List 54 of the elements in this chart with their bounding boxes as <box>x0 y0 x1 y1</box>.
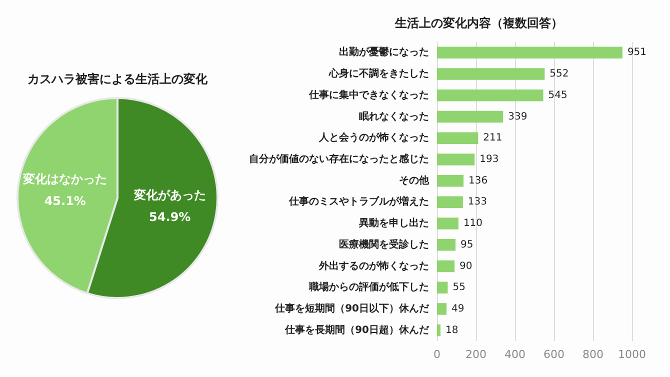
x-tick-label: 800 <box>582 348 604 361</box>
data-label: 49 <box>452 303 464 314</box>
x-tick-label: 600 <box>544 348 564 361</box>
bar <box>437 154 475 166</box>
data-label: 55 <box>452 282 466 294</box>
data-label: 95 <box>460 239 474 250</box>
data-label: 54.9% <box>149 210 191 224</box>
bar <box>437 132 478 144</box>
data-label: 193 <box>480 154 499 165</box>
bar <box>437 68 545 80</box>
slice-label: 変化はなかった <box>22 172 108 186</box>
bar <box>437 218 458 230</box>
x-tick-label: 1000 <box>618 348 646 361</box>
y-tick-label: 自分が価値のない存在になったと感じた <box>249 152 429 165</box>
y-tick-label: その他 <box>399 174 430 186</box>
chart-title: カスハラ被害による生活上の変化 <box>28 72 208 86</box>
x-tick-label: 200 <box>466 348 486 361</box>
bar <box>437 260 455 272</box>
bar <box>437 110 504 123</box>
x-tick-label: 400 <box>504 348 526 361</box>
data-label: 90 <box>460 260 472 272</box>
bar <box>437 90 544 102</box>
bar <box>437 174 464 187</box>
y-tick-label: 外出するのが怖くなった <box>318 260 429 272</box>
data-label: 211 <box>483 132 502 144</box>
chart-title: 生活上の変化内容（複数回答） <box>394 16 563 30</box>
data-label: 18 <box>446 324 458 336</box>
y-tick-label: 出勤が憂鬱になった <box>339 46 429 58</box>
bar <box>437 324 441 336</box>
y-tick-label: 仕事のミスやトラブルが増えた <box>288 196 429 208</box>
data-label: 45.1% <box>44 194 86 208</box>
bar <box>437 46 622 59</box>
y-tick-label: 医療機関を受診した <box>339 238 429 250</box>
bar <box>437 239 456 251</box>
y-tick-label: 仕事を短期間（90日以下）休んだ <box>274 302 430 314</box>
x-tick-label: 0 <box>434 348 440 361</box>
data-label: 339 <box>508 111 528 122</box>
slice-label: 変化があった <box>132 188 206 202</box>
y-tick-label: 眠れなくなった <box>359 110 429 122</box>
y-tick-label: 職場からの評価が低下した <box>308 281 429 294</box>
y-tick-label: 心身に不調をきたした <box>328 68 429 80</box>
data-label: 136 <box>468 175 488 186</box>
data-label: 552 <box>550 68 569 80</box>
y-tick-label: 人と会うのが怖くなった <box>318 132 429 144</box>
data-label: 951 <box>627 47 647 58</box>
y-tick-label: 仕事に集中できなくなった <box>308 88 429 101</box>
data-label: 133 <box>468 196 488 208</box>
y-tick-label: 異動を申し出た <box>358 217 429 230</box>
bar <box>437 303 447 315</box>
bar <box>437 282 448 294</box>
y-tick-label: 仕事を長期間（90日超）休んだ <box>284 324 430 336</box>
data-label: 545 <box>548 90 568 101</box>
data-label: 110 <box>463 218 483 230</box>
bar <box>437 196 463 208</box>
